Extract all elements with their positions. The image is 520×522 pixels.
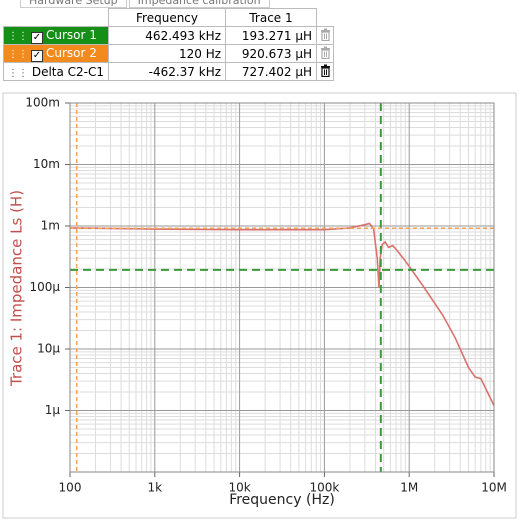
checkbox[interactable]: ✓ [31, 31, 43, 44]
cursor-table: Frequency Trace 1 ⋮⋮ ✓ Cursor 1 462.493 kHz 1… [2, 8, 335, 81]
cursor-name: Cursor 1 [46, 27, 97, 42]
y-tick-label: 10m [33, 157, 60, 171]
column-header: Trace 1 [225, 8, 318, 27]
y-tick-label: 100m [25, 96, 60, 110]
x-tick-label: 1M [400, 481, 418, 495]
tab[interactable]: Hardware Setup [20, 0, 127, 8]
delete-icon[interactable] [320, 46, 331, 59]
y-tick-label: 100µ [29, 280, 60, 294]
cursor-trace: 727.402 µH [225, 62, 318, 81]
y-tick-label: 10µ [37, 342, 60, 356]
tab[interactable]: Impedance calibration [128, 0, 270, 8]
x-tick-label: 1k [148, 481, 163, 495]
chart-panel [2, 92, 517, 519]
cursor-name-cell: ⋮⋮ Delta C2-C1 [2, 62, 110, 81]
drag-handle[interactable]: ⋮⋮ [8, 48, 28, 60]
x-tick-label: 10M [481, 481, 507, 495]
x-tick-label: 100k [309, 481, 339, 495]
trace-line [69, 222, 495, 406]
cursor-name: Delta C2-C1 [31, 64, 105, 79]
cursor-name: Cursor 2 [46, 45, 97, 60]
cursor-trace: 193.271 µH [225, 26, 318, 45]
column-header: Frequency [108, 8, 227, 27]
x-axis-label: Frequency (Hz) [229, 492, 335, 508]
plot-border [69, 102, 495, 473]
cursor-name-cell: ⋮⋮ ✓ Cursor 1 [2, 26, 110, 45]
cursor-row[interactable]: ⋮⋮ Delta C2-C1 -462.37 kHz 727.402 µH [2, 62, 335, 81]
x-tick-label: 100 [59, 481, 82, 495]
delete-icon[interactable] [320, 28, 331, 41]
tabs: Hardware Setup Impedance calibration [20, 0, 272, 8]
checkbox[interactable]: ✓ [31, 49, 43, 62]
delete-icon[interactable] [320, 64, 331, 77]
delete-cell [316, 62, 335, 81]
y-axis-label: Trace 1: Impedance Ls (H) [8, 190, 26, 387]
x-tick-label: 10k [228, 481, 250, 495]
drag-handle[interactable]: ⋮⋮ [8, 30, 28, 42]
y-tick-label: 1µ [45, 403, 61, 417]
y-tick-label: 1m [41, 219, 60, 233]
drag-handle[interactable]: ⋮⋮ [8, 67, 28, 79]
